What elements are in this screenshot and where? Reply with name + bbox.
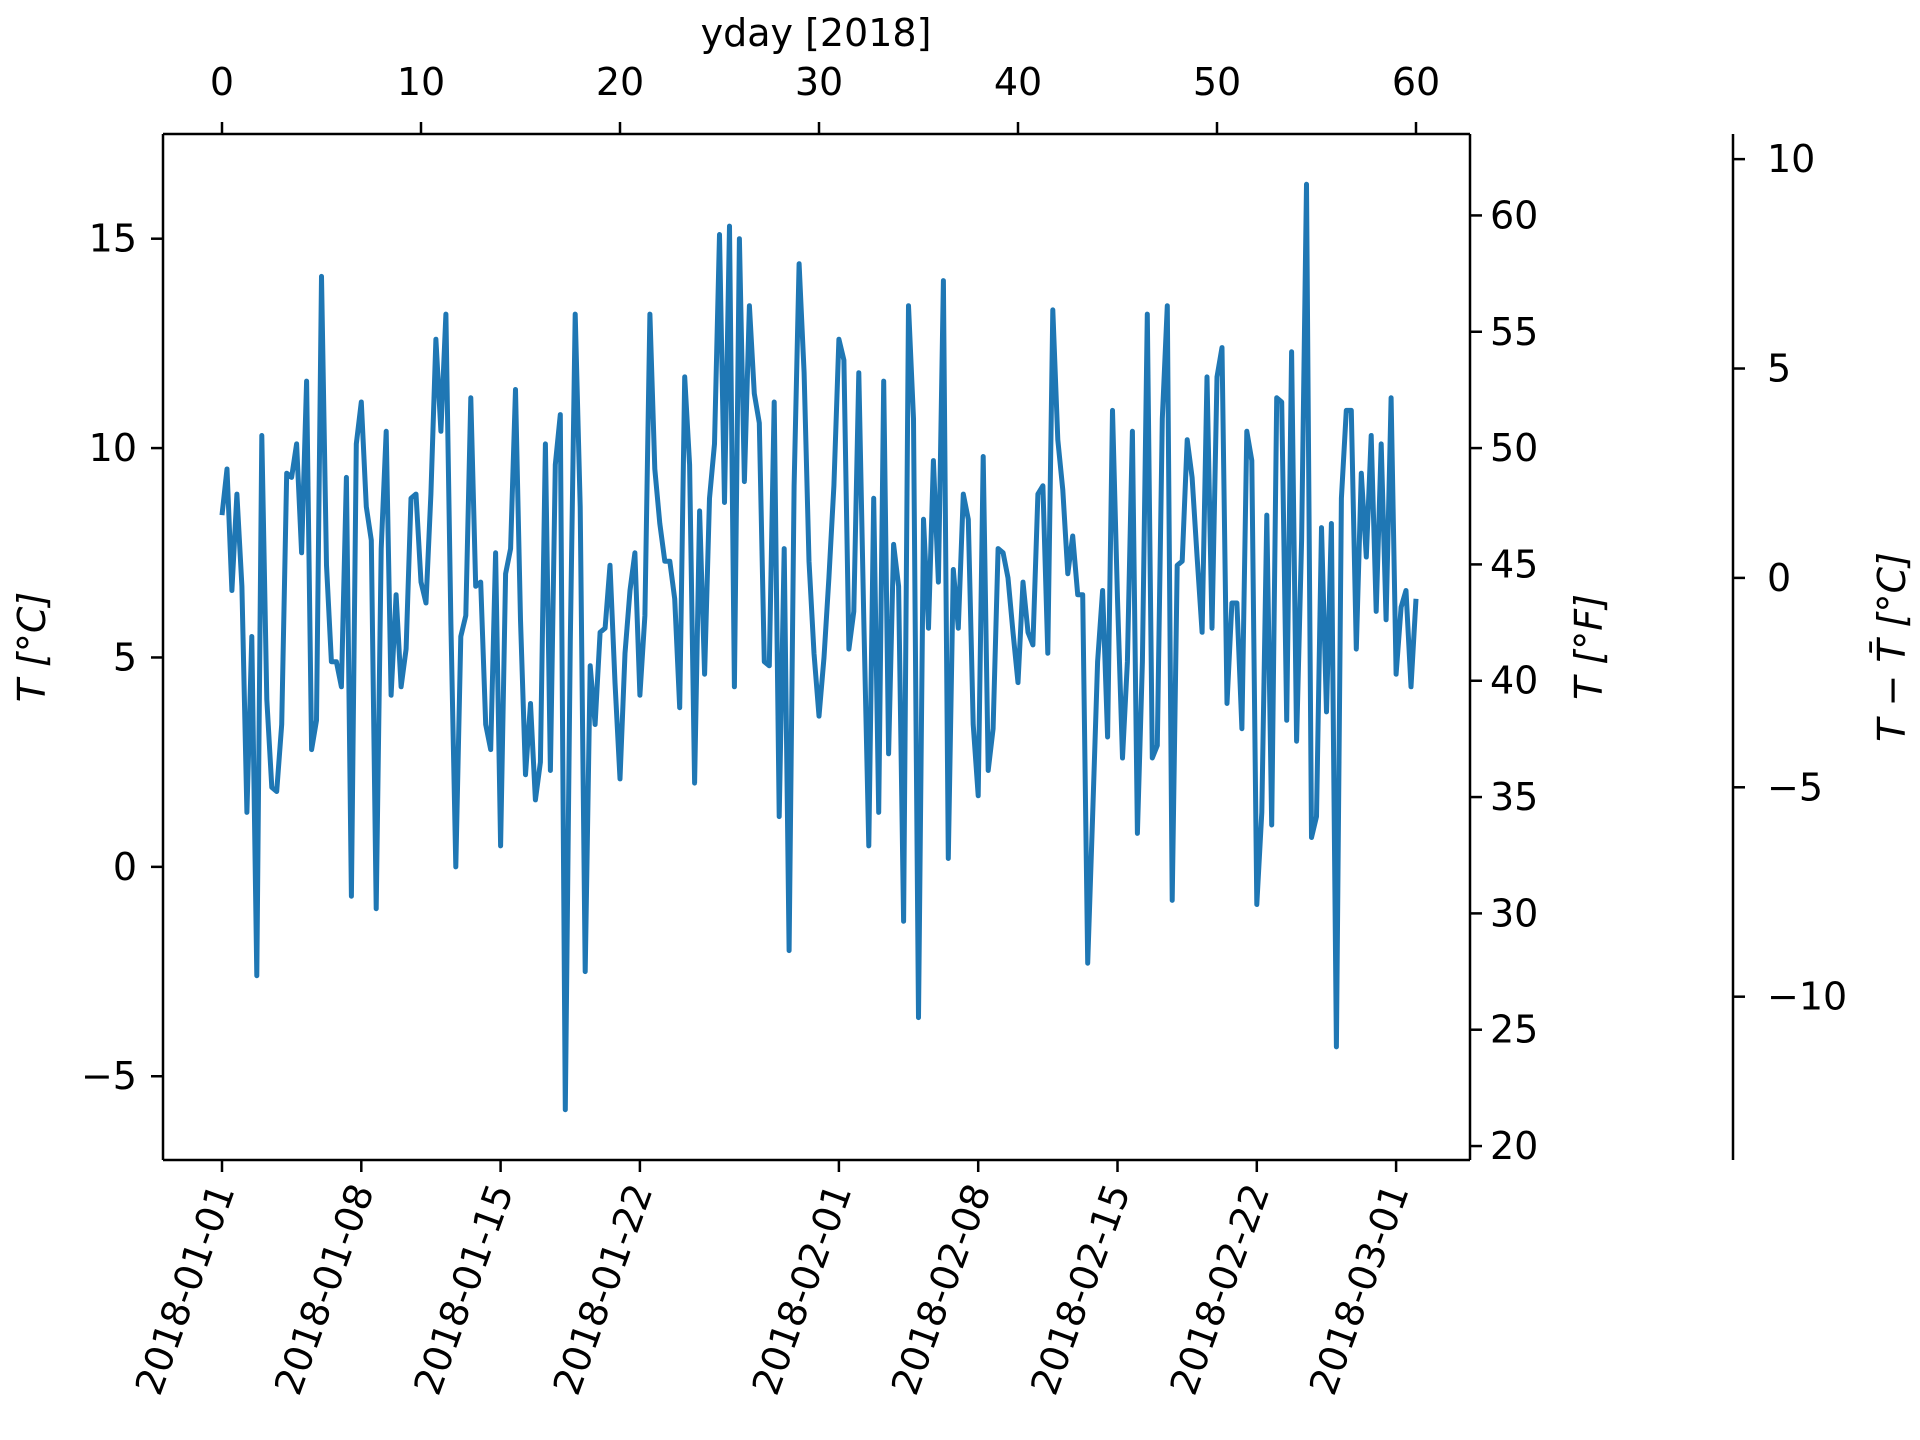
top-tick-label: 10 xyxy=(397,60,445,104)
bottom-tick-label: 2018-03-01 xyxy=(1301,1178,1418,1401)
far-right-tick-label: −10 xyxy=(1767,975,1847,1019)
far-right-tick-label: 10 xyxy=(1767,137,1815,181)
right-tick-label: 20 xyxy=(1490,1124,1538,1168)
right-tick-label: 55 xyxy=(1490,310,1538,354)
bottom-tick-label: 2018-01-01 xyxy=(127,1178,244,1401)
bottom-tick-label: 2018-01-08 xyxy=(266,1178,383,1401)
right-tick-label: 40 xyxy=(1490,659,1538,703)
left-tick-label: 0 xyxy=(113,845,137,889)
far-right-tick-label: 0 xyxy=(1767,556,1791,600)
top-tick-label: 20 xyxy=(596,60,644,104)
temperature-series-line xyxy=(219,181,1419,1113)
right-axis-title: T [°F] xyxy=(1567,594,1611,700)
bottom-tick-label: 2018-02-08 xyxy=(883,1178,1000,1401)
right-tick-label: 50 xyxy=(1490,426,1538,470)
bottom-tick-label: 2018-02-01 xyxy=(743,1178,860,1401)
top-tick-label: 40 xyxy=(994,60,1042,104)
series-layer xyxy=(219,181,1419,1113)
right-tick-label: 35 xyxy=(1490,775,1538,819)
right-tick-label: 25 xyxy=(1490,1008,1538,1052)
right-tick-label: 60 xyxy=(1490,193,1538,237)
far-right-tick-label: −5 xyxy=(1767,765,1823,809)
top-tick-label: 50 xyxy=(1193,60,1241,104)
left-tick-label: 10 xyxy=(89,426,137,470)
bottom-tick-label: 2018-02-15 xyxy=(1022,1178,1139,1401)
top-tick-label: 60 xyxy=(1392,60,1440,104)
right-tick-label: 30 xyxy=(1490,891,1538,935)
far-right-axis-title: T − T̄ [°C] xyxy=(1870,552,1914,742)
left-tick-label: 5 xyxy=(113,635,137,679)
top-axis-title: yday [2018] xyxy=(701,11,932,55)
right-tick-label: 45 xyxy=(1490,542,1538,586)
plot-frame xyxy=(161,132,1735,1162)
left-tick-label: −5 xyxy=(81,1054,137,1098)
top-tick-label: 30 xyxy=(795,60,843,104)
bottom-tick-label: 2018-01-22 xyxy=(544,1178,661,1401)
left-tick-label: 15 xyxy=(89,217,137,261)
bottom-tick-label: 2018-02-22 xyxy=(1161,1178,1278,1401)
left-axis-title: T [°C] xyxy=(10,592,54,702)
top-tick-label: 0 xyxy=(210,60,234,104)
ticks-layer: 0 10 20 30 40 50 60−5051015202530354045505560−… xyxy=(81,60,1847,1401)
far-right-tick-label: 5 xyxy=(1767,347,1791,391)
bottom-tick-label: 2018-01-15 xyxy=(405,1178,522,1401)
